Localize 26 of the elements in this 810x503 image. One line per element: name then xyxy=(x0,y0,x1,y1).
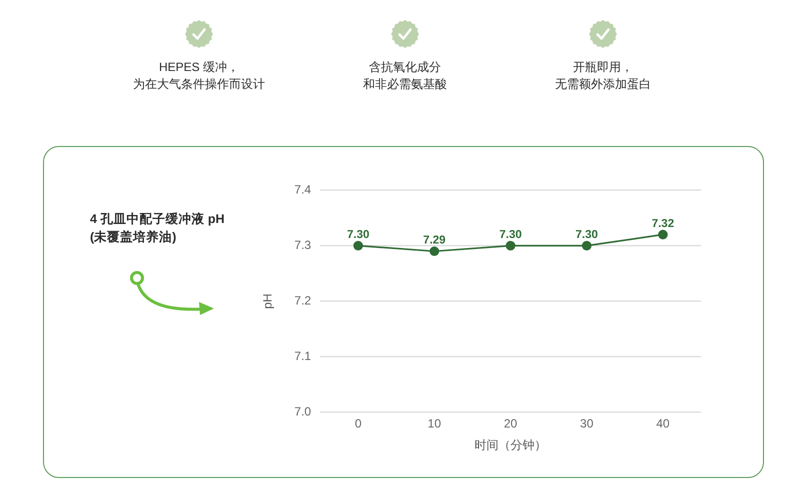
text: HEPES 缓冲，为在大气条件操作而设计 xyxy=(132,59,266,93)
x-axis-title: 时间（分钟） xyxy=(474,438,547,452)
data-label: 7.30 xyxy=(576,229,598,242)
y-axis-title: pH xyxy=(260,294,275,309)
point xyxy=(506,240,516,250)
x-tick-label: 10 xyxy=(428,416,442,431)
point xyxy=(582,240,592,250)
y-tick-label: 7.1 xyxy=(294,349,312,364)
text: 4 孔皿中配子缓冲液 pH (未覆盖培养油) xyxy=(90,211,226,246)
point xyxy=(353,240,363,250)
x-tick-label: 0 xyxy=(354,416,362,431)
y-tick-label: 7.2 xyxy=(294,294,312,308)
y-tick-label: 7.3 xyxy=(294,238,312,252)
y-tick-label: 7.4 xyxy=(294,182,312,197)
data-label: 7.32 xyxy=(652,218,674,230)
data-label: 7.29 xyxy=(423,234,446,247)
y-tick-label: 7.0 xyxy=(294,404,312,419)
text: 含抗氧化成分和非必需氨基酸 xyxy=(362,59,448,93)
point xyxy=(430,246,440,256)
x-tick-label: 40 xyxy=(656,416,670,431)
point xyxy=(658,230,668,240)
text: 开瓶即用，无需额外添加蛋白 xyxy=(554,59,652,93)
x-tick-label: 30 xyxy=(580,416,594,431)
x-tick-label: 20 xyxy=(504,416,518,431)
data-label: 7.30 xyxy=(346,229,370,242)
data-label: 7.30 xyxy=(499,229,522,242)
